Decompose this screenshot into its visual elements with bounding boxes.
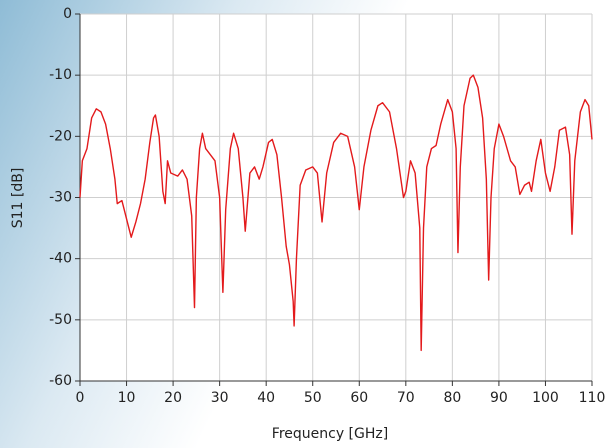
x-axis-label: Frequency [GHz] xyxy=(272,426,388,442)
x-tick-label: 0 xyxy=(76,390,85,406)
y-tick-label: -40 xyxy=(49,251,72,267)
y-tick-label: 0 xyxy=(63,6,72,22)
y-tick-label: -30 xyxy=(49,190,72,206)
y-tick-label: -20 xyxy=(49,128,72,144)
x-tick-label: 50 xyxy=(304,390,322,406)
x-tick-label: 60 xyxy=(350,390,368,406)
y-tick-label: -60 xyxy=(49,373,72,389)
data-line xyxy=(79,74,593,352)
x-tick-label: 10 xyxy=(118,390,136,406)
y-axis-label: S11 [dB] xyxy=(10,168,26,229)
x-tick-label: 70 xyxy=(397,390,415,406)
x-tick-label: 20 xyxy=(164,390,182,406)
y-tick-label: -50 xyxy=(49,312,72,328)
x-tick-label: 30 xyxy=(211,390,229,406)
x-tick-label: 40 xyxy=(257,390,275,406)
y-tick-label: -10 xyxy=(49,67,72,83)
x-tick-label: 80 xyxy=(443,390,461,406)
x-tick-label: 110 xyxy=(579,390,606,406)
x-tick-label: 100 xyxy=(532,390,559,406)
x-tick-label: 90 xyxy=(490,390,508,406)
